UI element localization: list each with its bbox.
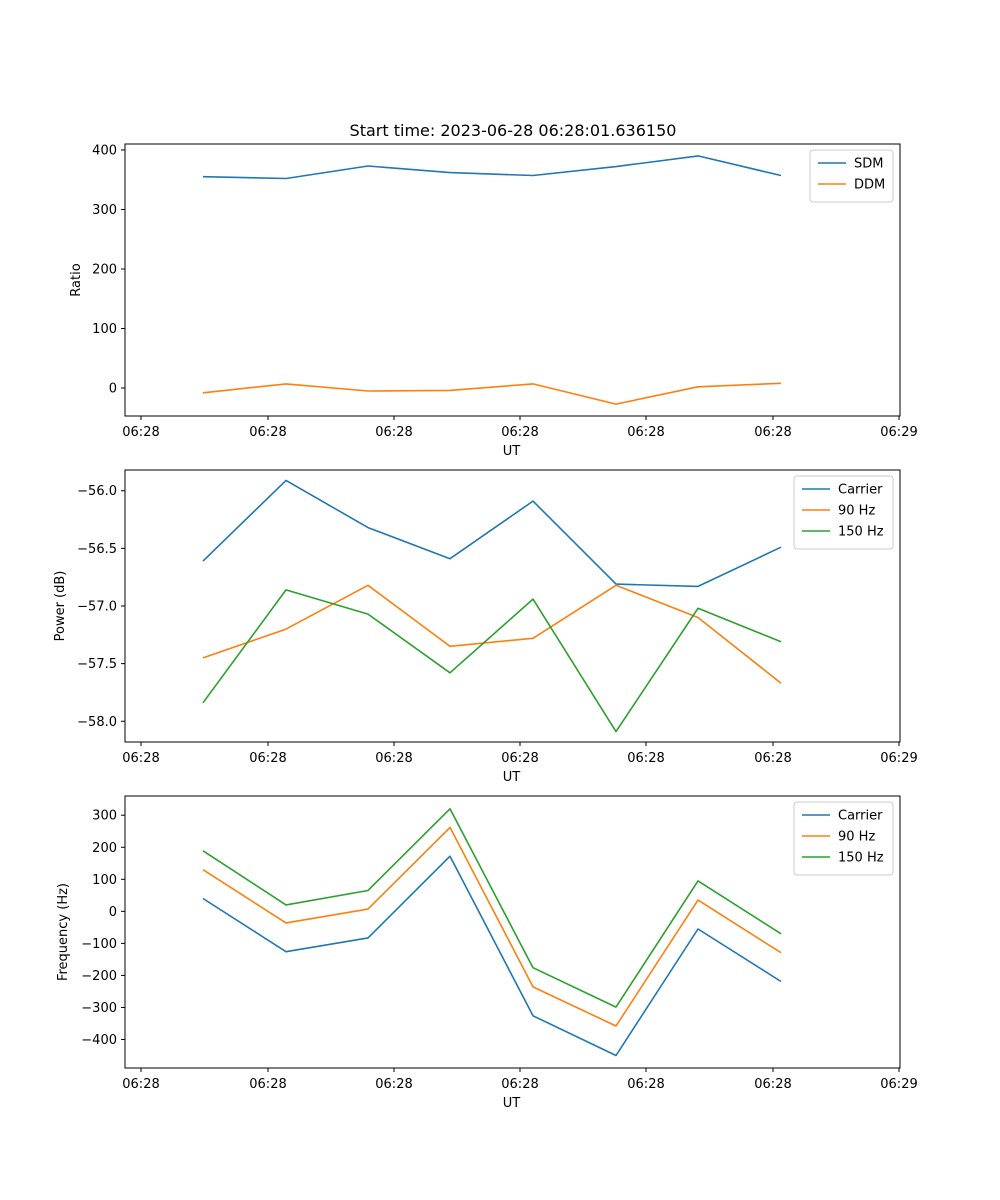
x-tick-label: 06:28: [501, 1077, 538, 1092]
y-tick-label: −400: [81, 1033, 117, 1048]
y-axis-label: Power (dB): [53, 571, 68, 642]
subplot-2: −58.0 −57.5 −57.0 −56.5 −56.0 06:28 06:28 06:28…: [53, 469, 918, 785]
legend-entry: SDM: [854, 157, 883, 172]
y-tick-label: −56.0: [77, 484, 117, 499]
series-line-sdm: [202, 155, 782, 180]
y-tick-label: 200: [92, 841, 117, 856]
x-axis-label: UT: [503, 1096, 521, 1111]
x-tick-label: 06:28: [501, 425, 538, 440]
series-line-150-hz: [202, 589, 782, 733]
x-tick-label: 06:28: [122, 751, 159, 766]
y-tick-label: −57.0: [77, 600, 117, 615]
y-tick-label: 300: [92, 203, 117, 218]
legend-entry: Carrier: [838, 809, 883, 824]
legend: SDM DDM: [809, 149, 894, 203]
y-tick-label: −100: [81, 937, 117, 952]
chart-title: Start time: 2023-06-28 06:28:01.636150: [350, 121, 677, 140]
x-tick-label: 06:29: [880, 1077, 917, 1092]
x-tick-label: 06:28: [122, 1077, 159, 1092]
legend: Carrier 90 Hz 150 Hz: [793, 801, 894, 876]
x-axis-label: UT: [503, 444, 521, 459]
series-line-ddm: [202, 382, 782, 405]
axes-frame: [124, 143, 901, 417]
y-tick-label: −57.5: [77, 657, 117, 672]
x-tick-label: 06:28: [627, 425, 664, 440]
y-tick-label: −56.5: [77, 542, 117, 557]
x-tick-label: 06:28: [754, 751, 791, 766]
y-axis-label: Frequency (Hz): [56, 883, 71, 981]
y-tick-label: 100: [92, 322, 117, 337]
x-tick-label: 06:29: [880, 425, 917, 440]
y-tick-label: 400: [92, 143, 117, 158]
legend-entry: 150 Hz: [838, 851, 884, 866]
legend-entry: 90 Hz: [838, 830, 875, 845]
x-tick-label: 06:28: [122, 425, 159, 440]
series-line-150-hz: [202, 807, 782, 1008]
x-tick-label: 06:29: [880, 751, 917, 766]
x-tick-label: 06:28: [375, 1077, 412, 1092]
legend: Carrier 90 Hz 150 Hz: [793, 475, 894, 550]
subplot-1: 0 100 200 300 400 06:28 06:28 06:28 06:28 06:28 06…: [69, 143, 918, 459]
y-tick-label: −200: [81, 969, 117, 984]
legend-entry: 90 Hz: [838, 504, 875, 519]
x-tick-label: 06:28: [249, 751, 286, 766]
x-tick-label: 06:28: [375, 751, 412, 766]
y-axis-label: Ratio: [69, 263, 84, 296]
legend-entry: Carrier: [838, 483, 883, 498]
x-tick-label: 06:28: [501, 751, 538, 766]
y-tick-label: −300: [81, 1001, 117, 1016]
legend-entry: DDM: [854, 178, 885, 193]
series-line-carrier: [202, 855, 782, 1057]
series-line-90-hz: [202, 826, 782, 1027]
y-tick-label: 100: [92, 873, 117, 888]
y-tick-label: −58.0: [77, 715, 117, 730]
subplot-3: −400 −300 −200 −100 0 100 200 300 06:28 06:28 06:2…: [56, 795, 918, 1111]
series-line-90-hz: [202, 584, 782, 684]
x-tick-label: 06:28: [754, 425, 791, 440]
x-tick-label: 06:28: [249, 1077, 286, 1092]
x-axis-label: UT: [503, 770, 521, 785]
y-tick-label: 300: [92, 809, 117, 824]
axes-frame: [124, 795, 901, 1069]
x-tick-label: 06:28: [754, 1077, 791, 1092]
x-tick-label: 06:28: [249, 425, 286, 440]
series-line-carrier: [202, 479, 782, 588]
y-tick-label: 0: [109, 905, 117, 920]
y-tick-label: 200: [92, 262, 117, 277]
x-tick-label: 06:28: [627, 1077, 664, 1092]
legend-entry: 150 Hz: [838, 525, 884, 540]
x-tick-label: 06:28: [375, 425, 412, 440]
axes-frame: [124, 469, 901, 743]
y-tick-label: 0: [109, 382, 117, 397]
x-tick-label: 06:28: [627, 751, 664, 766]
